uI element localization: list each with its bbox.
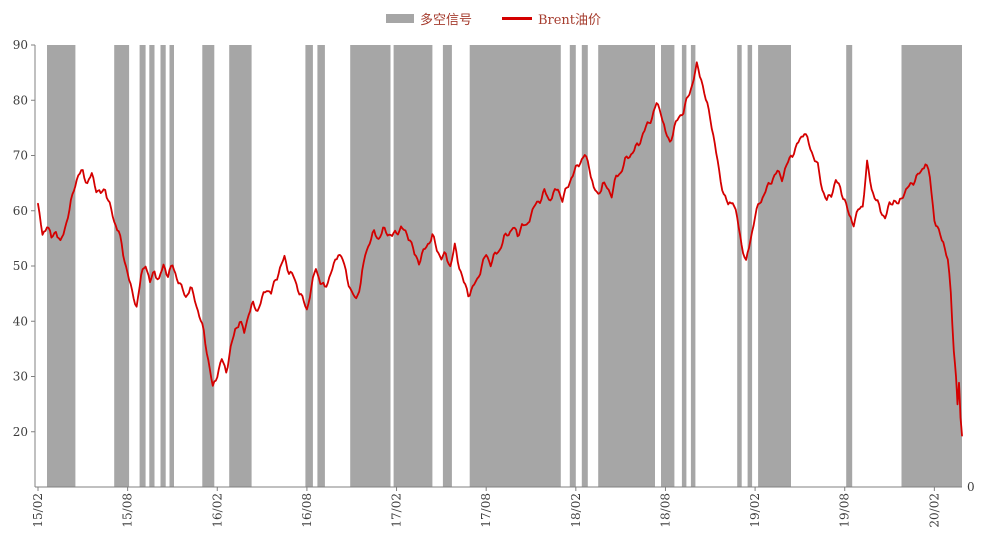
signal-band [598,45,655,487]
x-tick-label: 17/08 [479,493,493,528]
x-tick-label: 16/08 [300,493,314,528]
signal-band [737,45,742,487]
signal-band [581,45,588,487]
signal-band [569,45,576,487]
signal-band [393,45,433,487]
y-tick-label: 20 [13,425,28,439]
signal-band [114,45,130,487]
signal-band [305,45,313,487]
signal-band [139,45,146,487]
y-tick-label: 50 [13,259,28,273]
signal-band [229,45,252,487]
right-axis-zero-label: 0 [967,480,975,494]
signal-band [469,45,561,487]
signal-band [149,45,155,487]
signal-band [317,45,325,487]
y-tick-label: 60 [13,204,28,218]
signal-band [690,45,696,487]
x-tick-label: 19/02 [748,493,762,528]
signal-band [681,45,687,487]
brent-line-swatch [501,17,532,20]
legend-label-signal: 多空信号 [419,13,472,28]
x-tick-label: 19/08 [838,493,852,528]
x-tick-label: 15/02 [31,493,45,528]
signal-band [901,45,962,487]
legend-item-signal: 多空信号 [385,9,472,28]
chart-legend: 多空信号 Brent油价 [0,9,987,28]
x-tick-label: 20/02 [927,493,941,528]
signal-swatch [385,14,414,23]
signal-band [350,45,391,487]
legend-item-brent: Brent油价 [501,9,602,28]
legend-label-brent: Brent油价 [537,13,602,28]
x-tick-label: 18/02 [569,493,583,528]
signal-band [758,45,791,487]
signal-band [661,45,675,487]
y-tick-label: 90 [13,38,28,52]
signal-band [202,45,215,487]
y-tick-label: 70 [13,149,28,163]
brent-price-line [37,61,963,437]
signal-band [747,45,753,487]
x-tick-label: 15/08 [121,493,135,528]
signal-band [846,45,853,487]
x-tick-label: 16/02 [210,493,224,528]
y-tick-label: 40 [13,314,28,328]
x-tick-label: 18/08 [659,493,673,528]
y-tick-label: 80 [13,93,28,107]
x-tick-label: 17/02 [390,493,404,528]
signal-band [442,45,452,487]
signal-band [47,45,76,487]
y-tick-label: 30 [13,370,28,384]
